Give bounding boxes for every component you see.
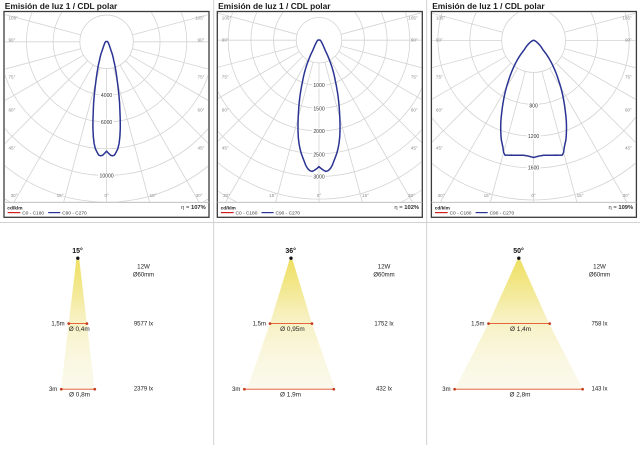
svg-text:45°: 45° (625, 146, 632, 151)
svg-text:Ø60mm: Ø60mm (373, 272, 394, 278)
svg-text:90°: 90° (198, 37, 205, 42)
svg-text:cd/klm: cd/klm (221, 205, 236, 211)
svg-text:1,5m: 1,5m (471, 321, 484, 327)
svg-text:75°: 75° (625, 74, 632, 79)
svg-text:C90 - C270: C90 - C270 (276, 210, 301, 216)
svg-text:9577 lx: 9577 lx (134, 322, 153, 328)
svg-text:75°: 75° (436, 74, 443, 79)
svg-text:12W: 12W (137, 263, 150, 270)
svg-text:36°: 36° (285, 247, 296, 255)
svg-text:800: 800 (529, 104, 538, 110)
svg-text:30°: 30° (408, 193, 415, 198)
svg-text:1500: 1500 (313, 107, 324, 113)
svg-text:1752 lx: 1752 lx (374, 322, 393, 328)
svg-text:Ø60mm: Ø60mm (133, 272, 154, 278)
svg-text:60°: 60° (625, 108, 632, 113)
svg-text:15°: 15° (57, 193, 64, 198)
svg-text:Emisión de luz 1 / CDL polar: Emisión de luz 1 / CDL polar (218, 1, 331, 11)
svg-text:1,5m: 1,5m (253, 321, 266, 327)
svg-text:C0 - C180: C0 - C180 (450, 210, 472, 216)
svg-text:1,5m: 1,5m (51, 321, 64, 327)
svg-text:105°: 105° (436, 16, 446, 21)
svg-text:75°: 75° (411, 74, 418, 79)
svg-text:3m: 3m (49, 387, 57, 393)
svg-text:45°: 45° (222, 146, 229, 151)
svg-text:105°: 105° (9, 16, 19, 21)
svg-text:η = 107%: η = 107% (181, 205, 206, 211)
svg-text:50°: 50° (513, 247, 524, 255)
svg-text:Ø 0,8m: Ø 0,8m (69, 392, 90, 399)
svg-text:2000: 2000 (313, 129, 324, 135)
svg-text:90°: 90° (9, 37, 16, 42)
svg-text:90°: 90° (436, 37, 443, 42)
svg-text:cd/klm: cd/klm (435, 205, 450, 211)
svg-text:75°: 75° (198, 74, 205, 79)
svg-text:C0 - C180: C0 - C180 (236, 210, 258, 216)
svg-text:30°: 30° (11, 193, 18, 198)
svg-text:0°: 0° (531, 193, 536, 198)
svg-text:30°: 30° (196, 193, 203, 198)
svg-text:3m: 3m (442, 387, 450, 393)
svg-text:60°: 60° (222, 108, 229, 113)
svg-text:758 lx: 758 lx (591, 322, 607, 328)
svg-text:90°: 90° (625, 37, 632, 42)
svg-text:0°: 0° (317, 193, 322, 198)
svg-text:15°: 15° (362, 193, 369, 198)
svg-text:6000: 6000 (101, 120, 112, 126)
svg-text:Ø 0,4m: Ø 0,4m (69, 326, 90, 333)
svg-text:15°: 15° (150, 193, 157, 198)
svg-text:432 lx: 432 lx (376, 387, 392, 393)
svg-text:45°: 45° (9, 146, 16, 151)
svg-text:12W: 12W (378, 263, 391, 270)
svg-text:C0 - C180: C0 - C180 (22, 210, 44, 216)
svg-text:3000: 3000 (313, 175, 324, 181)
svg-text:C90 - C270: C90 - C270 (62, 210, 87, 216)
svg-text:30°: 30° (623, 193, 630, 198)
svg-text:105°: 105° (222, 16, 232, 21)
svg-text:105°: 105° (195, 16, 205, 21)
svg-text:cd/klm: cd/klm (7, 205, 22, 211)
svg-text:15°: 15° (577, 193, 584, 198)
svg-text:12W: 12W (593, 263, 606, 270)
svg-text:105°: 105° (622, 16, 632, 21)
svg-text:45°: 45° (436, 146, 443, 151)
svg-text:Ø60mm: Ø60mm (589, 272, 610, 278)
svg-text:Ø 1,9m: Ø 1,9m (280, 392, 301, 399)
svg-text:45°: 45° (411, 146, 418, 151)
svg-text:C90 - C270: C90 - C270 (490, 210, 515, 216)
svg-text:η = 102%: η = 102% (394, 205, 419, 211)
svg-text:Emisión de luz 1 / CDL polar: Emisión de luz 1 / CDL polar (432, 1, 545, 11)
svg-text:15°: 15° (269, 193, 276, 198)
svg-text:0°: 0° (104, 193, 109, 198)
svg-text:60°: 60° (198, 108, 205, 113)
svg-text:45°: 45° (198, 146, 205, 151)
svg-text:75°: 75° (9, 74, 16, 79)
svg-text:Ø 2,8m: Ø 2,8m (510, 392, 531, 399)
svg-text:90°: 90° (411, 37, 418, 42)
svg-text:15°: 15° (72, 247, 83, 255)
svg-text:η = 109%: η = 109% (609, 205, 634, 211)
svg-text:10000: 10000 (100, 173, 114, 179)
svg-text:30°: 30° (223, 193, 230, 198)
svg-text:90°: 90° (222, 37, 229, 42)
svg-text:1600: 1600 (528, 166, 539, 172)
svg-text:Emisión de luz 1 / CDL polar: Emisión de luz 1 / CDL polar (5, 1, 118, 11)
svg-text:Ø 0,95m: Ø 0,95m (280, 326, 305, 333)
svg-text:60°: 60° (9, 108, 16, 113)
svg-text:3m: 3m (232, 387, 240, 393)
svg-text:15°: 15° (484, 193, 491, 198)
svg-text:60°: 60° (411, 108, 418, 113)
svg-text:2379 lx: 2379 lx (134, 387, 153, 393)
svg-text:1000: 1000 (313, 83, 324, 89)
svg-text:75°: 75° (222, 74, 229, 79)
svg-text:1200: 1200 (528, 134, 539, 140)
svg-text:30°: 30° (438, 193, 445, 198)
svg-text:105°: 105° (408, 16, 418, 21)
svg-text:60°: 60° (436, 108, 443, 113)
svg-text:143 lx: 143 lx (591, 387, 607, 393)
svg-text:4000: 4000 (101, 93, 112, 99)
svg-text:2500: 2500 (313, 152, 324, 158)
svg-text:Ø 1,4m: Ø 1,4m (510, 326, 531, 333)
